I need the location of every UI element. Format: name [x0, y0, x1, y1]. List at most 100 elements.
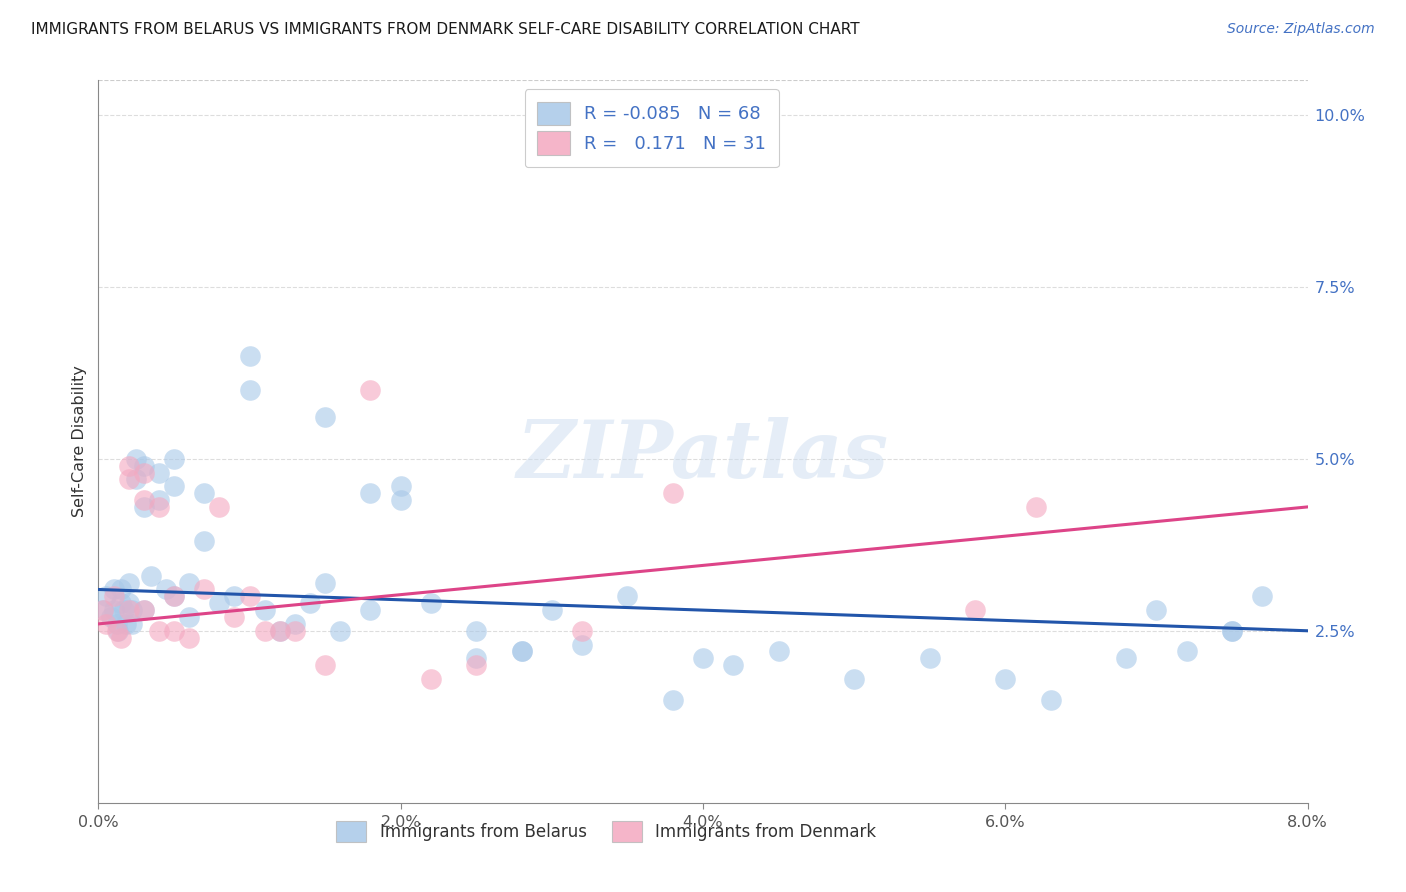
Point — [148, 624, 170, 638]
Point — [125, 451, 148, 466]
Point — [121, 616, 143, 631]
Point — [284, 616, 307, 631]
Point — [510, 644, 533, 658]
Point — [118, 458, 141, 473]
Point — [118, 575, 141, 590]
Point — [163, 590, 186, 604]
Point — [389, 479, 412, 493]
Point — [692, 651, 714, 665]
Text: IMMIGRANTS FROM BELARUS VS IMMIGRANTS FROM DENMARK SELF-CARE DISABILITY CORRELAT: IMMIGRANTS FROM BELARUS VS IMMIGRANTS FR… — [31, 22, 859, 37]
Point — [103, 582, 125, 597]
Point — [510, 644, 533, 658]
Point — [224, 610, 246, 624]
Point — [91, 603, 114, 617]
Point — [1146, 603, 1168, 617]
Point — [110, 596, 132, 610]
Point — [155, 582, 177, 597]
Point — [269, 624, 291, 638]
Text: ZIPatlas: ZIPatlas — [517, 417, 889, 495]
Point — [314, 575, 336, 590]
Point — [389, 493, 412, 508]
Point — [132, 603, 155, 617]
Point — [132, 603, 155, 617]
Point — [112, 603, 135, 617]
Point — [179, 631, 201, 645]
Point — [661, 486, 683, 500]
Point — [110, 631, 132, 645]
Point — [540, 603, 562, 617]
Point — [1175, 644, 1198, 658]
Point — [661, 692, 683, 706]
Point — [1115, 651, 1137, 665]
Point — [132, 500, 155, 514]
Text: Source: ZipAtlas.com: Source: ZipAtlas.com — [1227, 22, 1375, 37]
Point — [420, 596, 443, 610]
Point — [163, 590, 186, 604]
Point — [329, 624, 352, 638]
Point — [420, 672, 443, 686]
Point — [1025, 500, 1047, 514]
Point — [208, 500, 231, 514]
Point — [105, 616, 128, 631]
Point — [132, 458, 155, 473]
Point — [114, 616, 136, 631]
Point — [465, 651, 488, 665]
Point — [179, 610, 201, 624]
Point — [253, 603, 276, 617]
Point — [239, 590, 262, 604]
Point — [465, 624, 488, 638]
Point — [844, 672, 866, 686]
Point — [103, 603, 125, 617]
Point — [148, 493, 170, 508]
Point — [163, 451, 186, 466]
Point — [141, 568, 163, 582]
Point — [163, 624, 186, 638]
Point — [994, 672, 1017, 686]
Point — [1220, 624, 1243, 638]
Point — [1220, 624, 1243, 638]
Point — [105, 624, 128, 638]
Point — [94, 616, 117, 631]
Point — [224, 590, 246, 604]
Point — [100, 610, 122, 624]
Point — [768, 644, 790, 658]
Point — [118, 603, 141, 617]
Point — [118, 596, 141, 610]
Point — [239, 349, 262, 363]
Point — [284, 624, 307, 638]
Point — [125, 472, 148, 486]
Point — [132, 466, 155, 480]
Point — [571, 638, 593, 652]
Point — [1251, 590, 1274, 604]
Point — [299, 596, 322, 610]
Point — [253, 624, 276, 638]
Point — [571, 624, 593, 638]
Point — [208, 596, 231, 610]
Point — [94, 590, 117, 604]
Point — [193, 486, 215, 500]
Point — [107, 624, 129, 638]
Point — [103, 590, 125, 604]
Point — [269, 624, 291, 638]
Point — [163, 479, 186, 493]
Point — [360, 383, 382, 397]
Point — [118, 472, 141, 486]
Point — [148, 466, 170, 480]
Point — [193, 534, 215, 549]
Point — [314, 658, 336, 673]
Legend: Immigrants from Belarus, Immigrants from Denmark: Immigrants from Belarus, Immigrants from… — [329, 814, 883, 848]
Point — [465, 658, 488, 673]
Point — [148, 500, 170, 514]
Point — [314, 410, 336, 425]
Point — [121, 603, 143, 617]
Point — [91, 603, 114, 617]
Point — [965, 603, 987, 617]
Point — [132, 493, 155, 508]
Point — [360, 603, 382, 617]
Point — [616, 590, 638, 604]
Point — [110, 582, 132, 597]
Point — [239, 383, 262, 397]
Point — [723, 658, 745, 673]
Point — [1039, 692, 1062, 706]
Y-axis label: Self-Care Disability: Self-Care Disability — [72, 366, 87, 517]
